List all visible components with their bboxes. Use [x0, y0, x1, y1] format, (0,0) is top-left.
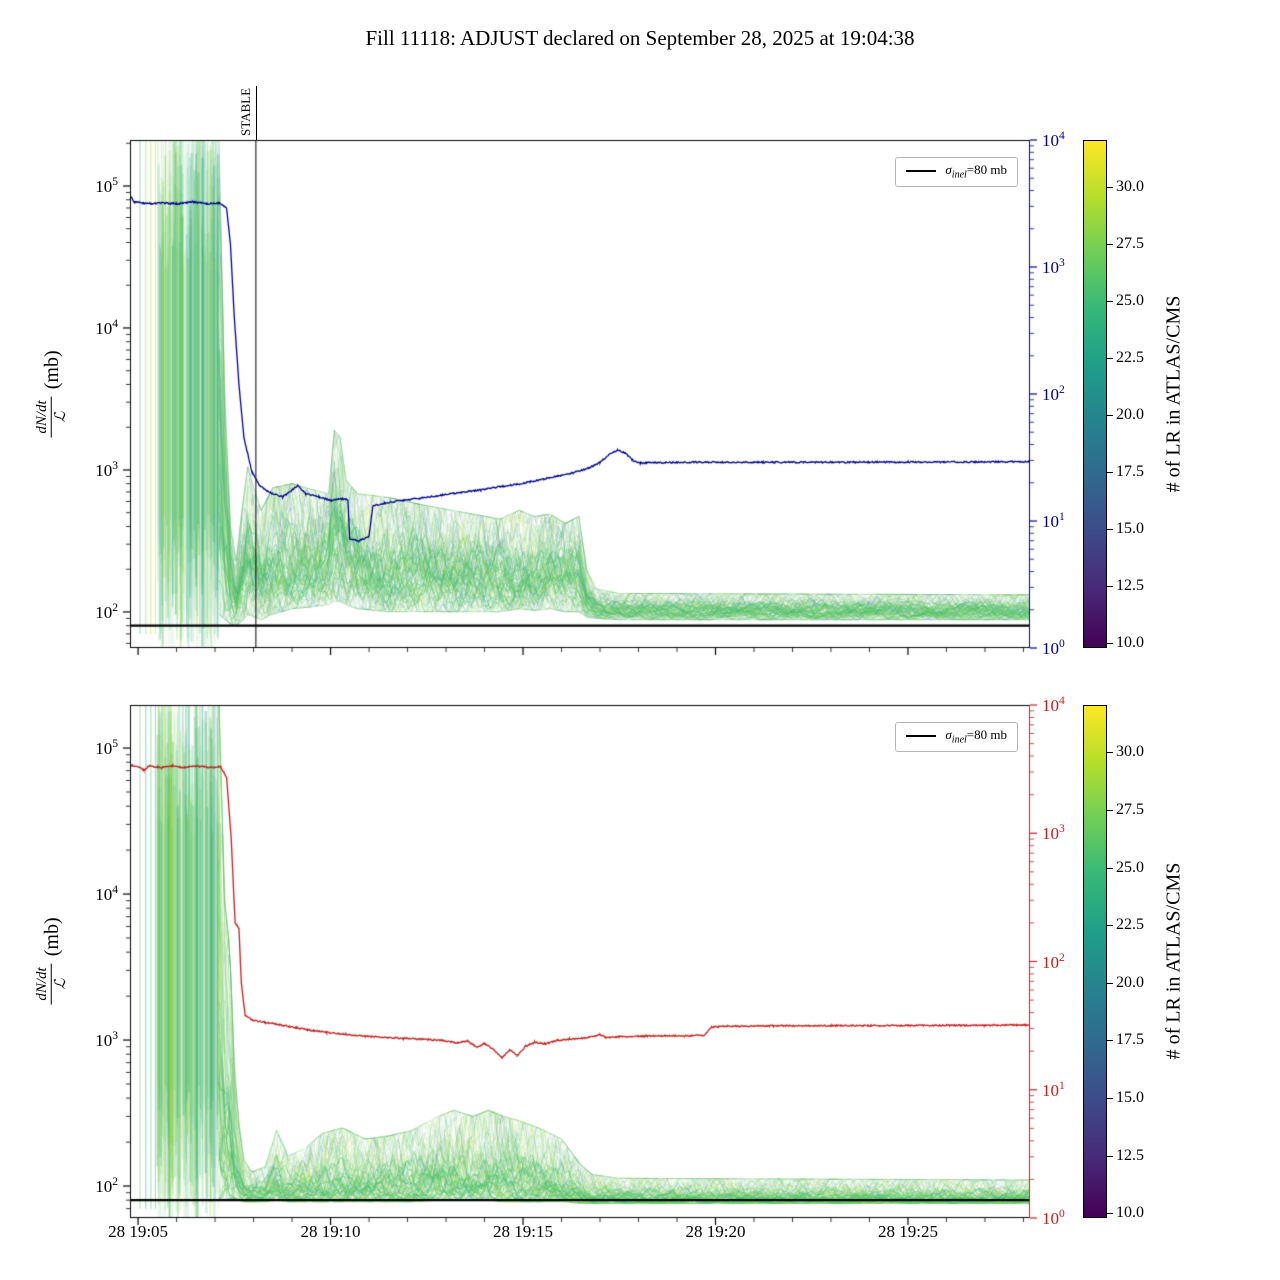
colorbar-tick	[1107, 809, 1113, 811]
colorbar-tick-label: 15.0	[1116, 520, 1144, 538]
colorbar-tick	[1107, 529, 1113, 531]
panel-canvas-top	[116, 126, 1044, 662]
panel-canvas-bottom	[116, 691, 1044, 1232]
colorbar-tick	[1107, 982, 1113, 984]
sigma-symbol: σ	[945, 727, 952, 742]
colorbar-label-bottom: # of LR in ATLAS/CMS	[1162, 862, 1185, 1060]
colorbar-tick-label: 20.0	[1116, 973, 1144, 991]
left-axis-tick-label: 105	[95, 737, 118, 758]
colorbar-tick	[1107, 1098, 1113, 1100]
colorbar-tick	[1107, 1213, 1113, 1215]
colorbar-tick	[1107, 472, 1113, 474]
chart-title: Fill 11118: ADJUST declared on September…	[365, 26, 915, 50]
ylabel-numerator: dN/dt	[33, 963, 52, 1005]
colorbar-tick	[1107, 752, 1113, 754]
ylabel-fraction: dN/dt ℒ	[33, 963, 71, 1005]
left-axis-tick-label: 102	[95, 601, 118, 622]
right-axis-tick-label: 100	[1042, 637, 1065, 658]
colorbar-tick-label: 12.5	[1116, 577, 1144, 595]
ylabel-numerator: dN/dt	[33, 396, 52, 438]
right-axis-tick-label: 101	[1042, 1078, 1065, 1100]
right-axis-tick-label: 103	[1042, 256, 1065, 277]
x-axis-tick-label: 28 19:05	[108, 1222, 169, 1241]
x-axis-tick-label: 28 19:15	[493, 1222, 554, 1241]
colorbar-tick-label: 17.5	[1116, 1031, 1144, 1049]
left-axis-tick-label: 105	[95, 175, 118, 196]
colorbar-tick-label: 12.5	[1116, 1146, 1144, 1164]
colorbar-tick	[1107, 643, 1113, 645]
right-axis-tick-label: 102	[1042, 950, 1065, 972]
sigma-subscript: inel	[951, 169, 967, 181]
colorbar-tick	[1107, 415, 1113, 417]
right-axis-tick-label: 104	[1042, 129, 1065, 150]
ylabel-denominator: ℒ	[53, 411, 69, 423]
ylabel-fraction: dN/dt ℒ	[33, 396, 71, 438]
sigma-line-sample	[906, 170, 937, 173]
colorbar-tick-label: 22.5	[1116, 349, 1144, 367]
sigma-line-sample	[906, 735, 937, 738]
stable-label: STABLE	[237, 87, 253, 137]
colorbar-bottom	[1083, 705, 1107, 1218]
right-axis-tick-label: 103	[1042, 822, 1065, 844]
colorbar-tick-label: 20.0	[1116, 406, 1144, 424]
colorbar-tick	[1107, 1040, 1113, 1042]
left-axis-tick-label: 103	[95, 459, 118, 480]
colorbar-tick-label: 10.0	[1116, 634, 1144, 652]
colorbar-tick	[1107, 186, 1113, 188]
right-axis-tick-label: 102	[1042, 383, 1065, 404]
sigma-subscript: inel	[951, 734, 967, 746]
left-axis-tick-label: 104	[95, 317, 118, 338]
x-axis-tick-label: 28 19:10	[300, 1222, 361, 1241]
colorbar-tick	[1107, 358, 1113, 360]
colorbar-tick-label: 10.0	[1116, 1204, 1144, 1222]
left-axis-tick-label: 104	[95, 883, 118, 904]
ylabel-unit: (mb)	[40, 917, 63, 957]
colorbar-tick-label: 30.0	[1116, 743, 1144, 761]
ylabel-unit: (mb)	[40, 350, 63, 390]
ylabel-bottom: dN/dt ℒ (mb)	[33, 917, 71, 1005]
sigma-suffix: =80 mb	[966, 727, 1007, 742]
colorbar-tick	[1107, 867, 1113, 869]
legend-text: σinel=80 mb	[945, 162, 1007, 181]
x-axis-tick-label: 28 19:25	[877, 1222, 938, 1241]
right-axis-tick-label: 100	[1042, 1207, 1065, 1228]
colorbar-tick	[1107, 300, 1113, 302]
legend-bottom: σinel=80 mb	[895, 722, 1018, 752]
colorbar-tick-label: 22.5	[1116, 916, 1144, 934]
ylabel-denominator: ℒ	[53, 978, 69, 990]
colorbar-label-top: # of LR in ATLAS/CMS	[1162, 295, 1185, 493]
colorbar-tick-label: 27.5	[1116, 234, 1144, 252]
colorbar-top	[1083, 140, 1107, 648]
colorbar-tick	[1107, 243, 1113, 245]
colorbar-tick-label: 30.0	[1116, 177, 1144, 195]
colorbar-tick-label: 27.5	[1116, 800, 1144, 818]
ylabel-top: dN/dt ℒ (mb)	[33, 350, 71, 438]
colorbar-tick-label: 15.0	[1116, 1089, 1144, 1107]
right-axis-tick-label: 101	[1042, 510, 1065, 531]
colorbar-tick-label: 25.0	[1116, 858, 1144, 876]
colorbar-tick	[1107, 925, 1113, 927]
right-axis-tick-label: 104	[1042, 694, 1065, 715]
colorbar-tick	[1107, 1155, 1113, 1157]
left-axis-tick-label: 103	[95, 1029, 118, 1050]
colorbar-tick	[1107, 586, 1113, 588]
sigma-suffix: =80 mb	[966, 162, 1007, 177]
stable-line-extension	[255, 86, 257, 140]
left-axis-tick-label: 102	[95, 1175, 118, 1196]
colorbar-tick-label: 25.0	[1116, 291, 1144, 309]
legend-text: σinel=80 mb	[945, 727, 1007, 746]
legend-top: σinel=80 mb	[895, 157, 1018, 187]
x-axis-tick-label: 28 19:20	[685, 1222, 746, 1241]
sigma-symbol: σ	[945, 162, 952, 177]
colorbar-tick-label: 17.5	[1116, 463, 1144, 481]
